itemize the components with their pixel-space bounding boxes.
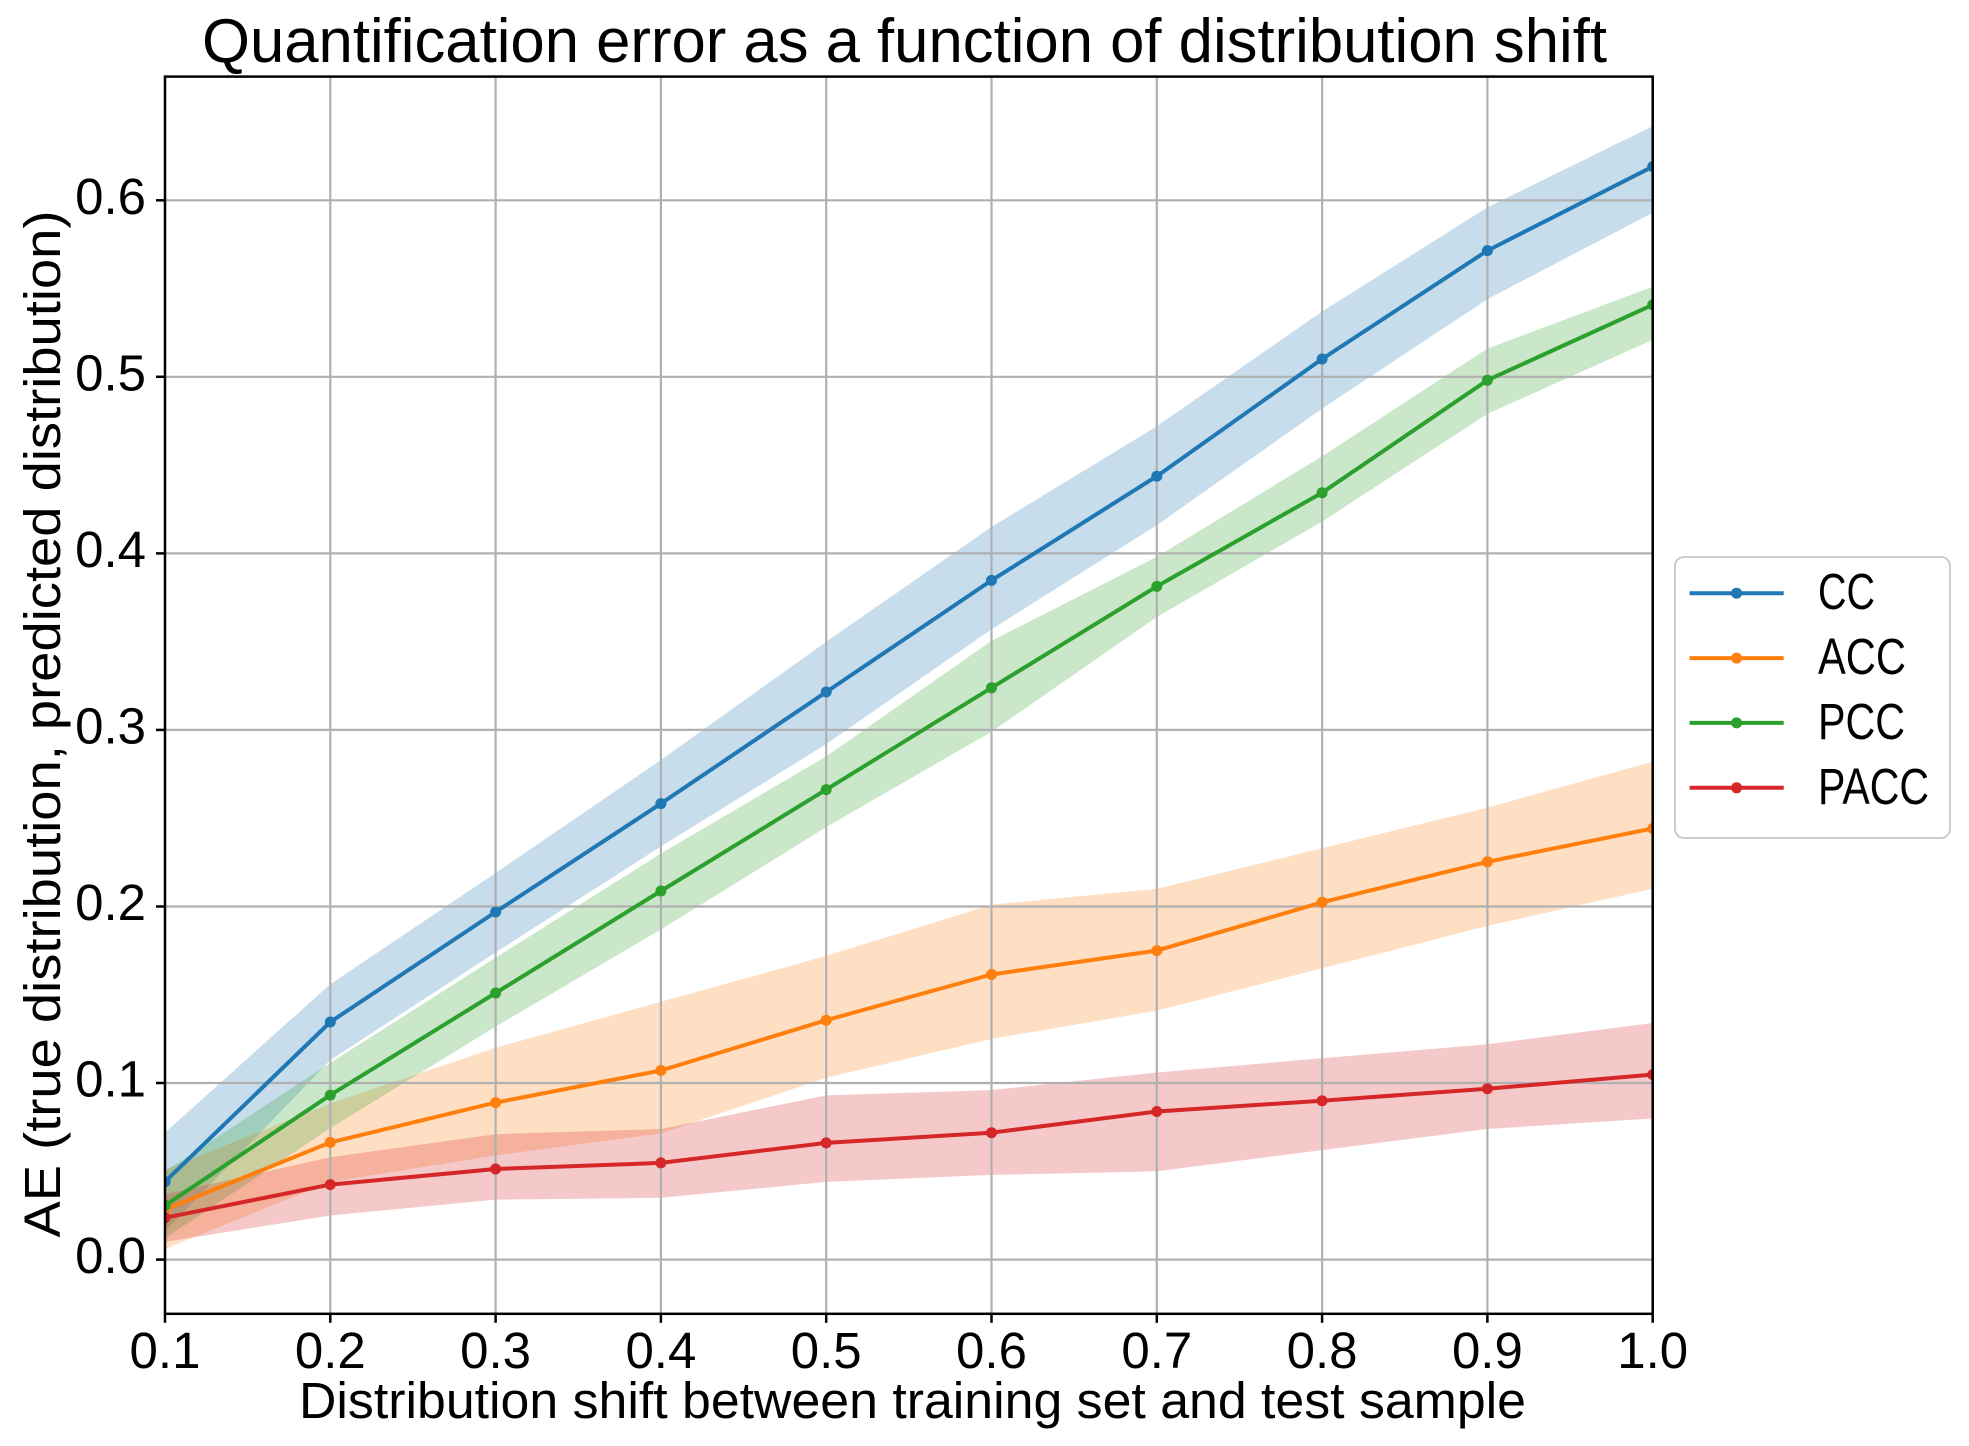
svg-text:0.0: 0.0 bbox=[75, 1227, 146, 1284]
svg-text:0.5: 0.5 bbox=[791, 1322, 862, 1379]
svg-text:0.1: 0.1 bbox=[130, 1322, 201, 1379]
svg-text:0.6: 0.6 bbox=[956, 1322, 1027, 1379]
svg-text:0.2: 0.2 bbox=[295, 1322, 366, 1379]
svg-text:0.1: 0.1 bbox=[75, 1051, 146, 1108]
svg-text:0.2: 0.2 bbox=[75, 874, 146, 931]
svg-text:PACC: PACC bbox=[1818, 758, 1929, 815]
svg-text:CC: CC bbox=[1818, 563, 1875, 620]
svg-text:1.0: 1.0 bbox=[1617, 1322, 1688, 1379]
svg-text:AE (true distribution, predict: AE (true distribution, predicted distrib… bbox=[14, 211, 71, 1238]
svg-text:Quantification error as a func: Quantification error as a function of di… bbox=[202, 7, 1607, 76]
svg-text:PCC: PCC bbox=[1818, 693, 1905, 750]
svg-text:0.7: 0.7 bbox=[1121, 1322, 1192, 1379]
svg-text:0.3: 0.3 bbox=[75, 697, 146, 754]
svg-text:Distribution shift between tra: Distribution shift between training set … bbox=[299, 1372, 1526, 1429]
svg-text:0.8: 0.8 bbox=[1287, 1322, 1358, 1379]
svg-text:0.4: 0.4 bbox=[75, 521, 146, 578]
svg-text:0.5: 0.5 bbox=[75, 344, 146, 401]
svg-text:0.6: 0.6 bbox=[75, 168, 146, 225]
svg-text:0.3: 0.3 bbox=[460, 1322, 531, 1379]
svg-text:0.4: 0.4 bbox=[625, 1322, 696, 1379]
svg-text:ACC: ACC bbox=[1818, 628, 1906, 685]
svg-text:0.9: 0.9 bbox=[1452, 1322, 1523, 1379]
